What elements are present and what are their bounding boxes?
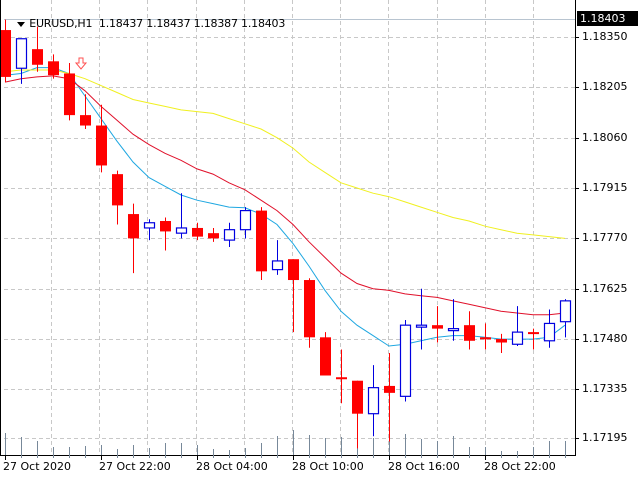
candle-body-bear[interactable]	[320, 337, 331, 376]
candle-body-bull[interactable]	[239, 209, 252, 231]
candle-body-bear[interactable]	[0, 30, 11, 77]
price-axis-label: 1.17625	[582, 282, 628, 295]
candle-body-bear[interactable]	[288, 259, 299, 281]
current-price-marker: 1.18403	[577, 11, 638, 26]
chart-title: EURUSD,H1 1.18437 1.18437 1.18387 1.1840…	[4, 4, 285, 43]
candle-body-bear[interactable]	[304, 280, 315, 338]
candle-body-bear[interactable]	[464, 325, 475, 341]
candle-body-bull[interactable]	[543, 322, 556, 342]
candle-body-bull[interactable]	[175, 227, 188, 234]
candle-body-bull[interactable]	[271, 260, 284, 271]
price-axis-label: 1.18205	[582, 80, 628, 93]
candle-body-bull[interactable]	[367, 387, 380, 415]
candle-body-bear[interactable]	[256, 210, 267, 272]
price-axis-label: 1.17480	[582, 332, 628, 345]
time-axis-label: 28 Oct 04:00	[196, 460, 268, 473]
candle-body-bear[interactable]	[480, 337, 491, 340]
candle-body-bull[interactable]	[143, 222, 156, 229]
time-axis-label: 28 Oct 22:00	[484, 460, 556, 473]
ma-fast-line	[4, 67, 566, 347]
candle-body-bear[interactable]	[384, 385, 395, 393]
candle-body-bull[interactable]	[511, 331, 524, 345]
ma-mid-line	[4, 75, 566, 316]
candle-body-bull[interactable]	[559, 300, 572, 323]
candle-body-bear[interactable]	[112, 174, 123, 206]
candle-body-bear[interactable]	[192, 227, 203, 237]
time-axis-label: 27 Oct 22:00	[99, 460, 171, 473]
time-axis-label: 27 Oct 2020	[3, 460, 72, 473]
sell-arrow-icon	[74, 57, 88, 70]
candle-body-bull[interactable]	[447, 328, 460, 332]
chart-title-text: EURUSD,H1 1.18437 1.18437 1.18387 1.1840…	[29, 17, 286, 30]
price-axis-label: 1.18060	[582, 131, 628, 144]
candle-body-bear[interactable]	[352, 380, 363, 414]
candle-body-bull[interactable]	[223, 229, 236, 241]
candle-body-bull[interactable]	[399, 324, 412, 397]
time-axis-label: 28 Oct 16:00	[388, 460, 460, 473]
candle-body-bear[interactable]	[432, 325, 443, 329]
candle-body-bull[interactable]	[415, 324, 428, 328]
candle-body-bear[interactable]	[48, 61, 59, 76]
candle-body-bull[interactable]	[15, 38, 28, 69]
price-axis-label: 1.18350	[582, 30, 628, 43]
candle-body-bear[interactable]	[32, 49, 43, 65]
candle-body-bear[interactable]	[528, 332, 539, 335]
time-axis-label: 28 Oct 10:00	[292, 460, 364, 473]
dropdown-triangle-icon[interactable]	[17, 21, 26, 27]
candle-body-bear[interactable]	[336, 377, 347, 380]
price-axis-label: 1.17915	[582, 181, 628, 194]
candle-body-bear[interactable]	[160, 221, 171, 232]
price-axis-label: 1.17770	[582, 231, 628, 244]
price-axis-label: 1.17335	[582, 382, 628, 395]
ma-slow-line	[4, 69, 566, 239]
candle-body-bear[interactable]	[80, 115, 91, 126]
candle-body-bear[interactable]	[64, 73, 75, 116]
candle-body-bear[interactable]	[208, 233, 219, 239]
candle-body-bear[interactable]	[496, 339, 507, 343]
candle-body-bear[interactable]	[96, 125, 107, 166]
candle-body-bear[interactable]	[128, 214, 139, 239]
price-axis-label: 1.17195	[582, 431, 628, 444]
